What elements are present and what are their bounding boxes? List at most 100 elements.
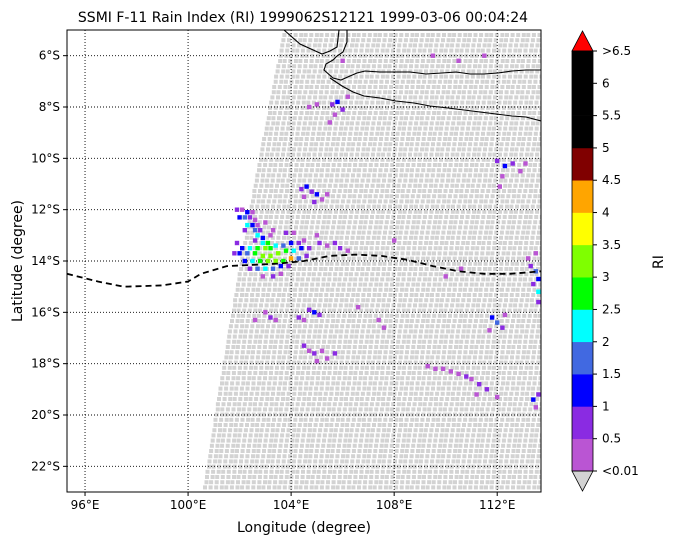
- swath-pixel: [331, 485, 336, 490]
- swath-pixel: [343, 246, 348, 251]
- swath-pixel: [405, 376, 410, 381]
- swath-pixel: [460, 303, 465, 308]
- swath-pixel: [323, 303, 327, 308]
- swath-pixel: [271, 391, 275, 396]
- swath-pixel: [287, 423, 292, 427]
- swath-pixel: [339, 178, 344, 183]
- swath-pixel: [401, 308, 406, 313]
- swath-pixel: [303, 261, 308, 266]
- swath-pixel: [291, 209, 296, 214]
- swath-pixel: [355, 69, 360, 74]
- swath-pixel: [415, 381, 420, 386]
- swath-pixel: [452, 261, 457, 266]
- swath-pixel: [516, 199, 521, 204]
- swath-pixel: [274, 371, 279, 375]
- swath-pixel: [527, 480, 532, 485]
- swath-pixel: [232, 433, 237, 438]
- swath-pixel: [508, 397, 513, 401]
- swath-pixel: [510, 355, 514, 360]
- swath-pixel: [481, 241, 486, 245]
- swath-pixel: [325, 33, 330, 37]
- swath-pixel: [358, 79, 363, 84]
- swath-pixel: [388, 287, 393, 292]
- swath-pixel: [287, 90, 292, 95]
- swath-pixel: [509, 178, 513, 183]
- swath-pixel: [247, 277, 252, 282]
- swath-pixel: [449, 157, 454, 162]
- swath-pixel: [341, 381, 346, 386]
- swath-pixel: [400, 189, 405, 193]
- swath-pixel: [303, 230, 308, 235]
- swath-pixel: [535, 334, 540, 339]
- swath-pixel: [296, 428, 301, 433]
- swath-pixel: [460, 209, 465, 214]
- swath-pixel: [408, 360, 413, 365]
- swath-pixel: [239, 267, 244, 271]
- swath-pixel: [498, 241, 503, 245]
- swath-pixel: [306, 277, 310, 282]
- swath-pixel: [407, 215, 412, 219]
- swath-pixel: [372, 386, 377, 391]
- swath-pixel: [261, 230, 266, 235]
- swath-pixel: [426, 381, 431, 386]
- swath-pixel: [407, 157, 412, 162]
- swath-pixel: [356, 454, 361, 459]
- swath-pixel: [341, 319, 346, 323]
- swath-pixel: [413, 272, 417, 277]
- swath-pixel: [529, 43, 534, 48]
- swath-pixel: [373, 225, 378, 230]
- swath-pixel: [395, 376, 400, 381]
- swath-pixel: [263, 475, 268, 479]
- swath-pixel: [235, 287, 240, 292]
- swath-pixel: [284, 220, 289, 225]
- swath-pixel: [295, 189, 300, 193]
- swath-pixel: [312, 365, 317, 370]
- swath-pixel: [524, 183, 529, 188]
- swath-pixel: [311, 402, 316, 407]
- swath-pixel: [331, 59, 335, 63]
- swath-pixel: [368, 381, 373, 386]
- swath-pixel: [397, 178, 402, 183]
- swath-pixel: [307, 303, 312, 308]
- swath-pixel: [534, 433, 539, 438]
- swath-pixel: [248, 241, 253, 245]
- swath-pixel: [476, 157, 481, 162]
- swath-pixel: [487, 464, 491, 469]
- swath-pixel: [449, 246, 454, 251]
- swath-pixel: [279, 157, 284, 162]
- swath-pixel: [470, 277, 475, 282]
- swath-pixel: [423, 428, 428, 433]
- swath-pixel: [284, 339, 289, 344]
- swath-pixel: [380, 126, 385, 131]
- swath-pixel: [343, 475, 348, 479]
- swath-pixel: [339, 69, 344, 74]
- swath-pixel: [483, 324, 487, 329]
- swath-pixel: [446, 142, 451, 147]
- swath-pixel: [250, 355, 255, 360]
- swath-pixel: [456, 454, 461, 459]
- swath-pixel: [518, 402, 523, 407]
- swath-pixel: [279, 277, 283, 282]
- swath-pixel: [381, 397, 386, 401]
- swath-pixel: [425, 256, 430, 261]
- swath-pixel: [491, 407, 496, 412]
- swath-pixel: [302, 365, 306, 370]
- swath-pixel: [424, 121, 429, 126]
- swath-pixel: [454, 157, 459, 162]
- swath-pixel: [460, 272, 465, 277]
- swath-pixel: [269, 475, 274, 479]
- swath-pixel: [425, 204, 430, 209]
- swath-pixel: [447, 287, 452, 292]
- swath-pixel: [276, 90, 281, 95]
- swath-pixel: [453, 220, 458, 225]
- swath-pixel: [538, 168, 541, 173]
- swath-pixel: [501, 412, 506, 417]
- swath-pixel: [479, 142, 484, 147]
- swath-pixel: [300, 480, 305, 485]
- swath-pixel: [401, 438, 406, 443]
- swath-pixel: [337, 308, 342, 313]
- swath-pixel: [496, 194, 501, 199]
- swath-pixel: [408, 397, 413, 401]
- swath-pixel: [273, 220, 278, 225]
- swath-pixel: [324, 230, 329, 235]
